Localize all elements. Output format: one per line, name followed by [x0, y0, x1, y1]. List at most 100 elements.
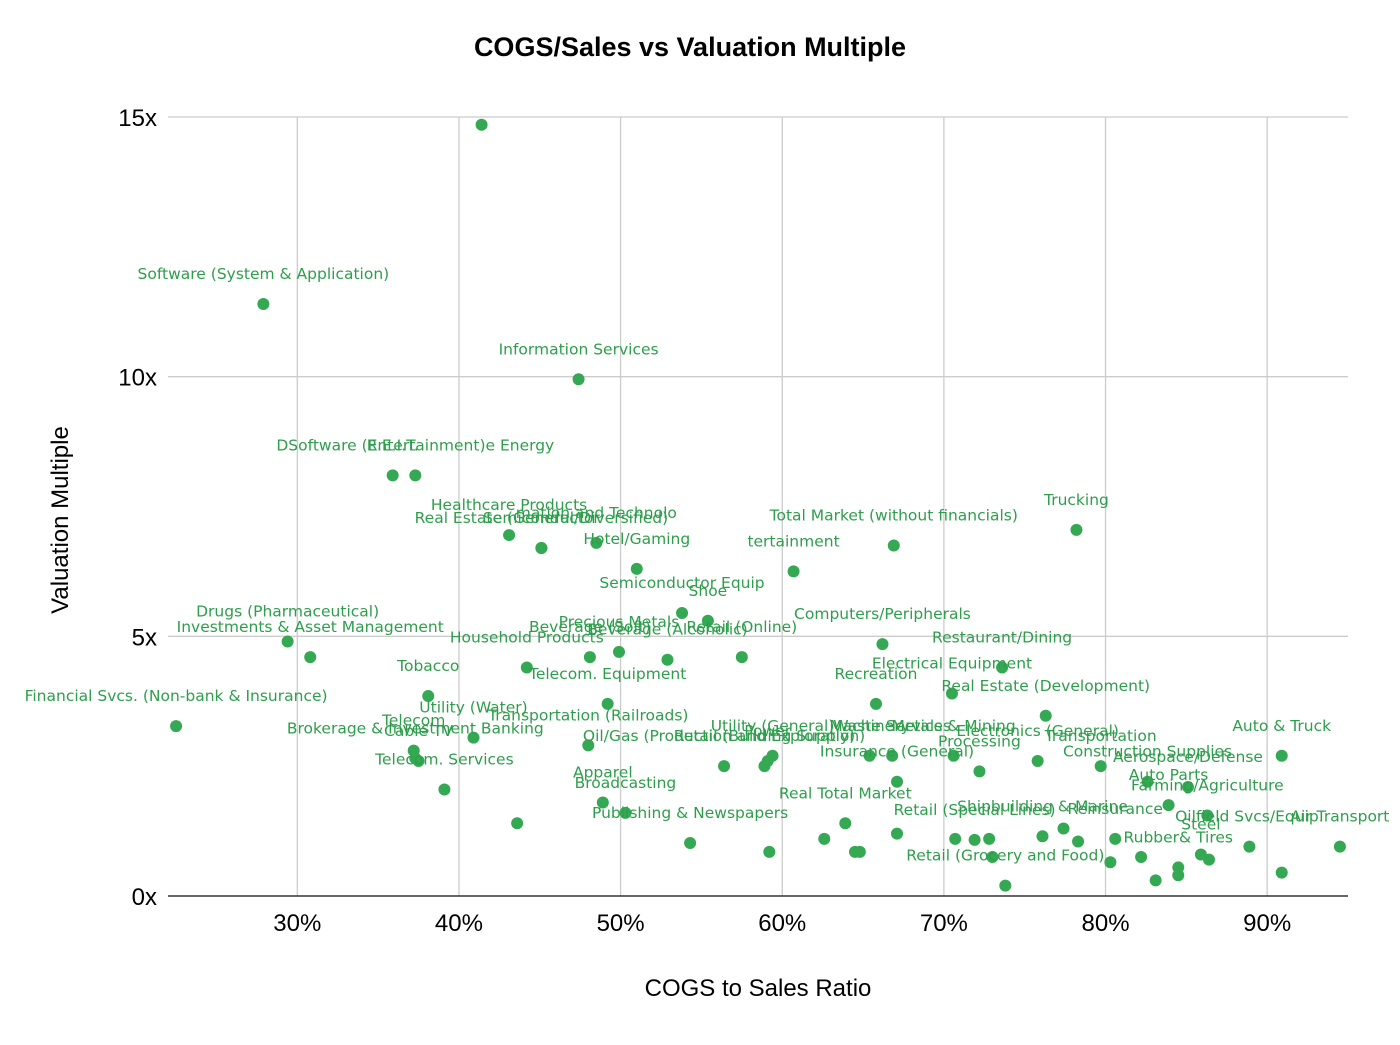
point-label: Total Market (without financials): [769, 506, 1018, 524]
x-tick-labels: 30% 40% 50% 60% 70% 80% 90%: [273, 910, 1291, 937]
data-point: [503, 529, 516, 542]
data-point: [1201, 809, 1214, 822]
data-point: [1243, 840, 1256, 853]
x-gridlines: [296, 117, 1268, 896]
data-point: [758, 760, 771, 773]
data-point: [983, 832, 996, 845]
data-point: [891, 775, 904, 788]
x-tick-label: 70%: [920, 910, 968, 937]
point-label: Real Total Market: [779, 784, 912, 802]
data-point: [949, 832, 962, 845]
data-point: [304, 651, 317, 664]
data-point: [684, 837, 697, 850]
point-label: Waste Services: [833, 717, 951, 735]
data-point: [968, 833, 981, 846]
y-tick-label: 0x: [132, 884, 157, 911]
data-point: [735, 651, 748, 664]
point-label: Telecom. Services: [374, 751, 514, 769]
point-label: Information Services: [499, 340, 659, 358]
point-label: Auto & Truck: [1232, 717, 1331, 735]
point-label: Beverage (Alcoholic): [587, 621, 748, 639]
point-label: Insurance (General): [820, 743, 974, 761]
point-label: Real Estate (General/Diversified): [415, 509, 669, 527]
point-label: Processing: [938, 732, 1021, 750]
x-tick-label: 80%: [1082, 910, 1130, 937]
x-tick-label: 60%: [758, 910, 806, 937]
point-label: Restaurant/Dining: [932, 628, 1072, 646]
data-point: [945, 687, 958, 700]
data-point: [947, 749, 960, 762]
data-point: [996, 661, 1009, 674]
point-label: Metals & Mining: [891, 717, 1015, 735]
data-point: [718, 760, 731, 773]
data-point: [1141, 775, 1154, 788]
point-label: Healthcare Products: [431, 496, 587, 514]
y-tick-label: 10x: [118, 365, 157, 392]
x-axis-title: COGS to Sales Ratio: [645, 975, 872, 1002]
point-label: Broadcasting: [575, 774, 677, 792]
data-point: [1039, 709, 1052, 722]
data-point: [1057, 822, 1070, 835]
point-label: Tobacco: [396, 657, 459, 675]
point-label: Shoe: [689, 582, 728, 600]
data-point: [582, 739, 595, 752]
x-tick-label: 50%: [597, 910, 645, 937]
point-label: Power: [744, 722, 791, 740]
data-point: [630, 562, 643, 575]
data-point: [891, 827, 904, 840]
point-label: Brokerage & Investment Banking: [287, 719, 544, 737]
data-point: [887, 539, 900, 552]
point-label: Retail (Building Supply): [674, 727, 855, 745]
point-label: Computers/Peripherals: [794, 605, 971, 623]
data-point: [863, 749, 876, 762]
data-point: [1275, 866, 1288, 879]
data-point: [661, 653, 674, 666]
point-label: Oil/Gas (Production and Exploration): [583, 727, 865, 745]
data-point: [467, 731, 480, 744]
point-label: Drugs (Pharmaceutical): [196, 603, 379, 621]
point-label: Cable TV: [384, 722, 453, 740]
point-label: Transportation: [1044, 727, 1157, 745]
point-label: Real Estate (Development): [941, 677, 1150, 695]
point-label: Hotel/Gaming: [583, 530, 690, 548]
point-label: Financial Svcs. (Non-bank & Insurance): [25, 687, 328, 705]
data-point: [596, 796, 609, 809]
point-label: Semiconductor Equip: [599, 574, 764, 592]
data-point: [853, 845, 866, 858]
data-point: [839, 817, 852, 830]
data-point: [763, 845, 776, 858]
data-point: [475, 118, 488, 131]
data-point: [876, 638, 889, 651]
data-point: [386, 469, 399, 482]
point-label: Software (System & Application): [138, 265, 390, 283]
data-point: [870, 697, 882, 710]
point-label: Apparel: [573, 764, 633, 782]
point-label: tertainment: [747, 532, 839, 550]
point-labels: Software (System & Application) Informati…: [25, 265, 1390, 865]
point-label: Oilfield Svcs/Equip.: [1175, 808, 1324, 826]
point-label: Shipbuilding & Marine: [957, 797, 1128, 815]
point-label: Transportation (Railroads): [487, 706, 688, 724]
data-point: [438, 783, 451, 796]
point-label: Precious Metals: [559, 613, 680, 631]
point-label: Household Products: [450, 628, 604, 646]
y-tick-label: 5x: [132, 624, 157, 651]
data-points: [170, 118, 1346, 892]
point-label: Investments & Asset Management: [177, 618, 444, 636]
point-label: Electrical Equipment: [872, 654, 1032, 672]
point-label: Machinery: [829, 717, 909, 735]
point-label: Retail (Special Lines): [894, 801, 1056, 819]
point-label: Farming/Agriculture: [1131, 777, 1284, 795]
data-point: [281, 635, 294, 648]
y-tick-label: 15x: [118, 105, 157, 132]
point-label: Air Transport: [1290, 808, 1389, 826]
point-label: Recreation: [835, 665, 918, 683]
point-label: Retail (Online): [686, 618, 797, 636]
data-point: [1275, 749, 1288, 762]
data-point: [619, 806, 632, 819]
point-label: R.E.I.T.: [367, 436, 419, 454]
point-label: Retail (Grocery and Food): [906, 847, 1104, 865]
point-label: Semiconductor: [483, 509, 600, 527]
data-point: [1333, 840, 1346, 853]
